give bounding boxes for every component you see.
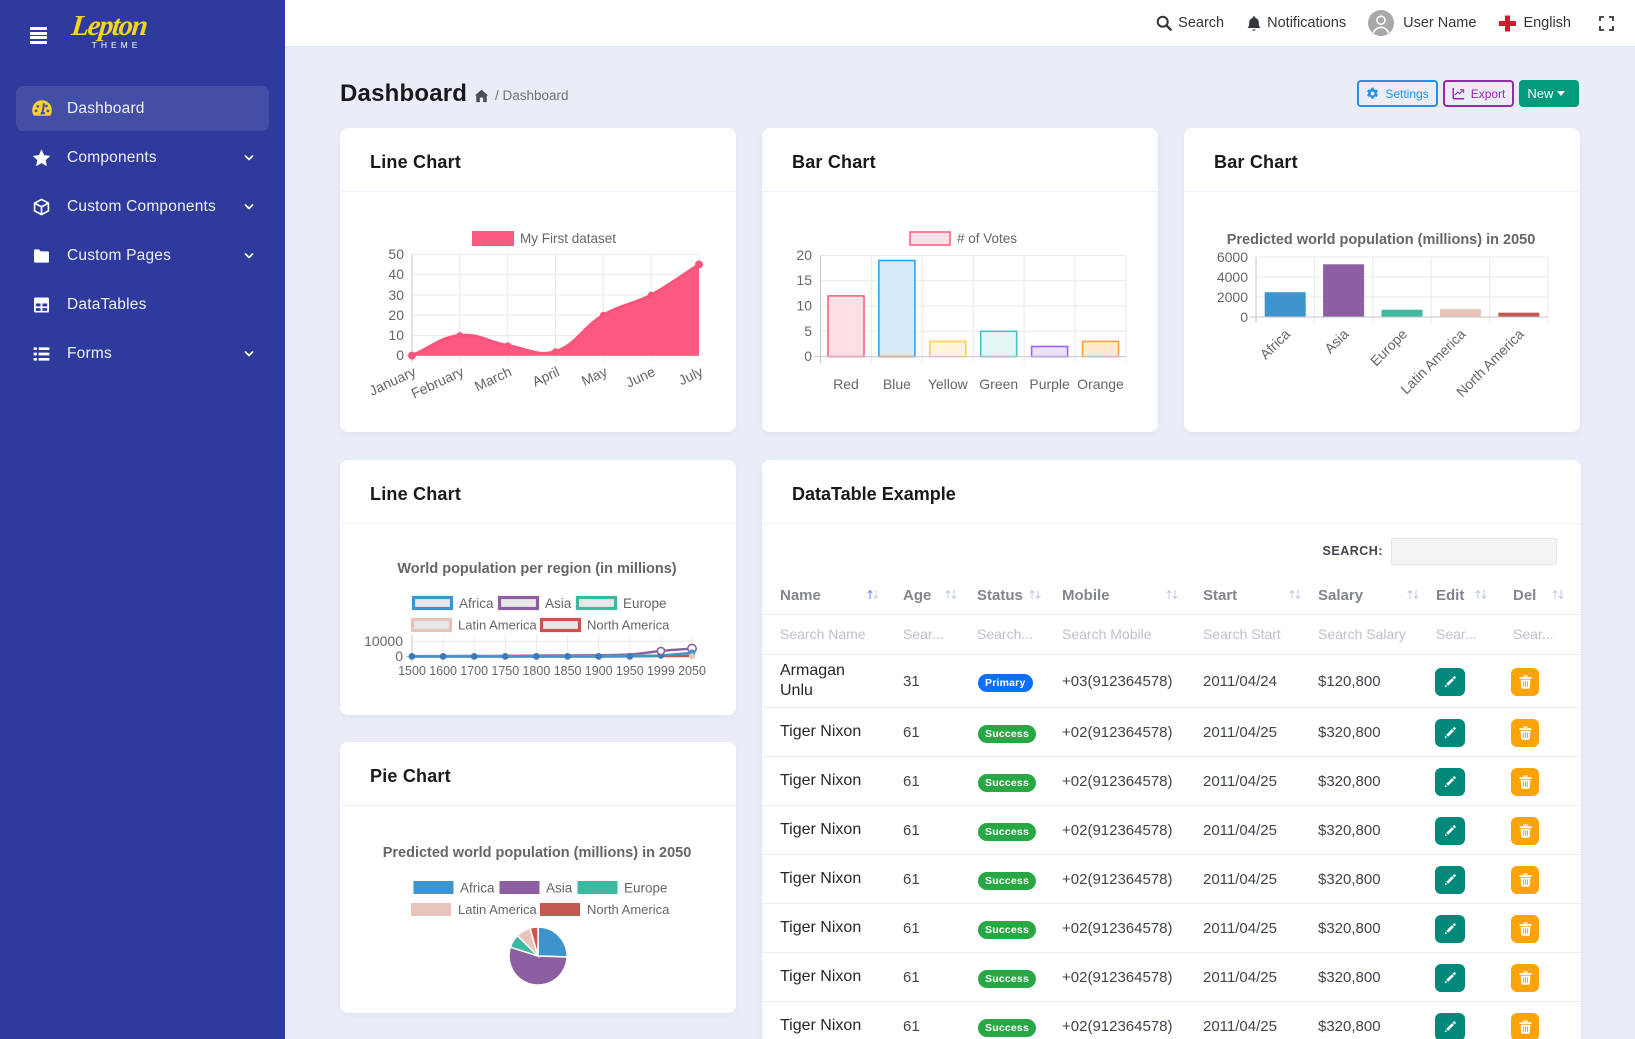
svg-text:# of Votes: # of Votes (957, 231, 1017, 246)
svg-text:1500: 1500 (398, 664, 426, 678)
svg-text:1700: 1700 (460, 664, 488, 678)
svg-text:June: June (623, 363, 657, 390)
svg-text:March: March (472, 363, 514, 394)
svg-text:Red: Red (833, 376, 859, 392)
svg-text:North America: North America (587, 618, 670, 633)
svg-text:Latin America: Latin America (458, 618, 538, 633)
svg-text:Europe: Europe (1367, 326, 1410, 369)
svg-text:Blue: Blue (883, 376, 911, 392)
svg-text:20: 20 (796, 247, 812, 263)
svg-text:Europe: Europe (623, 596, 667, 611)
svg-text:1999: 1999 (647, 664, 675, 678)
svg-text:1900: 1900 (585, 664, 613, 678)
svg-text:April: April (530, 363, 562, 389)
svg-text:Predicted world population (mi: Predicted world population (millions) in… (383, 845, 692, 861)
svg-text:February: February (409, 363, 467, 401)
svg-text:My First dataset: My First dataset (520, 231, 616, 246)
svg-text:May: May (579, 363, 610, 389)
svg-text:0: 0 (395, 648, 403, 664)
svg-text:Europe: Europe (624, 881, 668, 896)
svg-text:Africa: Africa (1256, 326, 1293, 363)
svg-text:0: 0 (1240, 309, 1248, 325)
svg-text:Orange: Orange (1077, 376, 1124, 392)
svg-text:Africa: Africa (460, 881, 495, 896)
svg-text:1850: 1850 (554, 664, 582, 678)
svg-text:Asia: Asia (545, 596, 572, 611)
svg-text:30: 30 (388, 287, 404, 303)
svg-text:Asia: Asia (1321, 326, 1352, 357)
svg-text:5: 5 (804, 323, 812, 339)
svg-text:Predicted world population (mi: Predicted world population (millions) in… (1227, 232, 1536, 248)
svg-text:15: 15 (796, 272, 812, 288)
svg-text:20: 20 (388, 307, 404, 323)
svg-text:North America: North America (587, 902, 670, 917)
svg-text:10: 10 (388, 327, 404, 343)
svg-text:July: July (676, 363, 705, 388)
svg-text:World population per region (i: World population per region (in millions… (397, 561, 676, 577)
svg-text:4000: 4000 (1217, 269, 1248, 285)
svg-text:1800: 1800 (522, 664, 550, 678)
svg-text:2050: 2050 (678, 664, 706, 678)
svg-text:2000: 2000 (1217, 289, 1248, 305)
svg-text:Asia: Asia (546, 881, 573, 896)
svg-text:1950: 1950 (616, 664, 644, 678)
svg-text:Green: Green (979, 376, 1018, 392)
svg-text:Africa: Africa (459, 596, 494, 611)
svg-text:January: January (366, 363, 418, 399)
svg-text:40: 40 (388, 266, 404, 282)
svg-text:Yellow: Yellow (928, 376, 969, 392)
svg-text:50: 50 (388, 246, 404, 262)
svg-text:10: 10 (796, 298, 812, 314)
svg-text:10000: 10000 (364, 633, 403, 649)
svg-text:Latin America: Latin America (458, 902, 538, 917)
svg-text:1600: 1600 (429, 664, 457, 678)
svg-text:1750: 1750 (491, 664, 519, 678)
svg-text:Purple: Purple (1029, 376, 1070, 392)
svg-text:0: 0 (396, 347, 404, 363)
svg-text:6000: 6000 (1217, 249, 1248, 265)
svg-text:0: 0 (804, 348, 812, 364)
